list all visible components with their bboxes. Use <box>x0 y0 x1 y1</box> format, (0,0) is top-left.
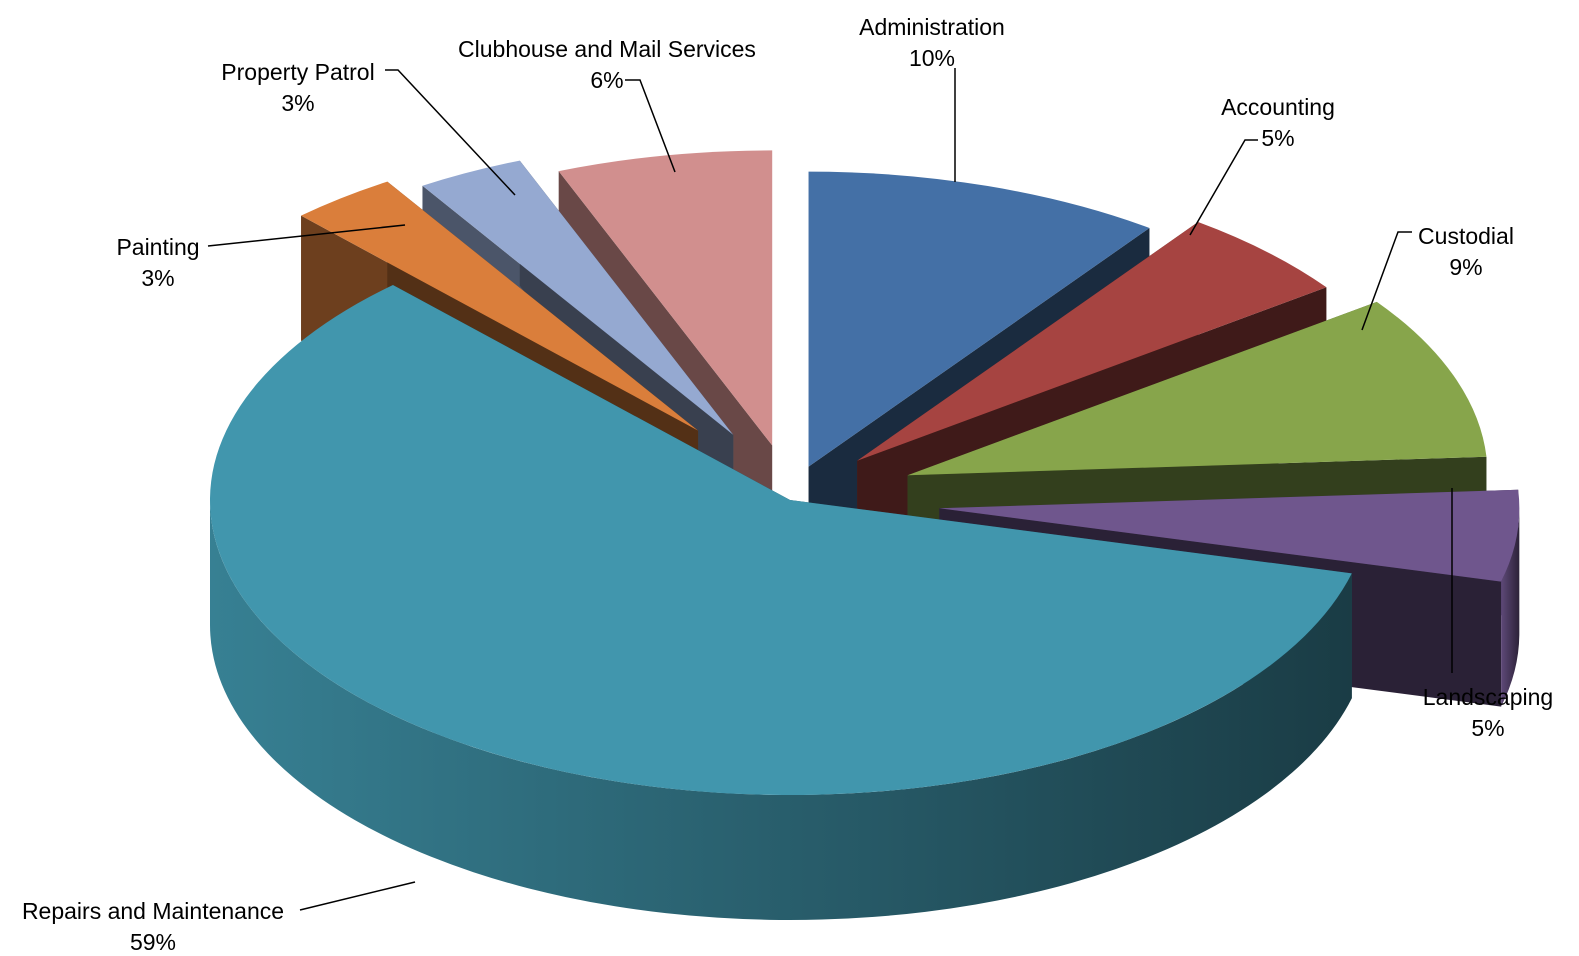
leader-line-custodial <box>1361 231 1412 331</box>
slice-property-patrol <box>422 160 734 435</box>
leader-line-clubhouse-and-mail-services <box>625 79 676 173</box>
slice-value-label-accounting: 5% <box>1261 125 1294 151</box>
slice-repairs-and-maintenance <box>209 284 1352 796</box>
leader-line-property-patrol <box>385 69 516 196</box>
slice-value-label-clubhouse-and-mail-services: 6% <box>590 67 623 93</box>
slice-label-painting: Painting <box>116 234 199 260</box>
slice-value-label-custodial: 9% <box>1449 254 1482 280</box>
slice-wall-repairs-and-maintenance <box>209 500 1352 920</box>
slice-value-label-landscaping: 5% <box>1471 715 1504 741</box>
slice-label-repairs-and-maintenance: Repairs and Maintenance <box>22 898 284 924</box>
leader-line-repairs-and-maintenance <box>299 881 416 911</box>
slice-label-custodial: Custodial <box>1418 223 1514 249</box>
slice-wall-landscaping <box>1501 508 1520 707</box>
slice-tops <box>209 150 1520 796</box>
slice-custodial <box>907 301 1487 476</box>
slice-value-label-repairs-and-maintenance: 59% <box>130 929 176 955</box>
slice-value-label-property-patrol: 3% <box>281 90 314 116</box>
slice-clubhouse-and-mail-services <box>558 150 773 446</box>
slice-value-label-administration: 10% <box>909 45 955 71</box>
slice-value-label-painting: 3% <box>141 265 174 291</box>
slice-painting <box>301 181 699 431</box>
leader-line-painting <box>207 224 406 247</box>
slice-label-landscaping: Landscaping <box>1423 684 1553 710</box>
slice-label-accounting: Accounting <box>1221 94 1335 120</box>
slice-accounting <box>857 222 1327 461</box>
slice-landscaping <box>939 489 1520 582</box>
slice-label-property-patrol: Property Patrol <box>221 59 374 85</box>
leader-line-accounting <box>1189 139 1258 236</box>
slice-label-clubhouse-and-mail-services: Clubhouse and Mail Services <box>458 36 756 62</box>
leader-lines <box>207 68 1453 911</box>
slice-label-administration: Administration <box>859 14 1005 40</box>
data-labels: Administration 10% Accounting 5% Custodial 9%… <box>22 14 1553 955</box>
slice-administration <box>808 171 1150 467</box>
